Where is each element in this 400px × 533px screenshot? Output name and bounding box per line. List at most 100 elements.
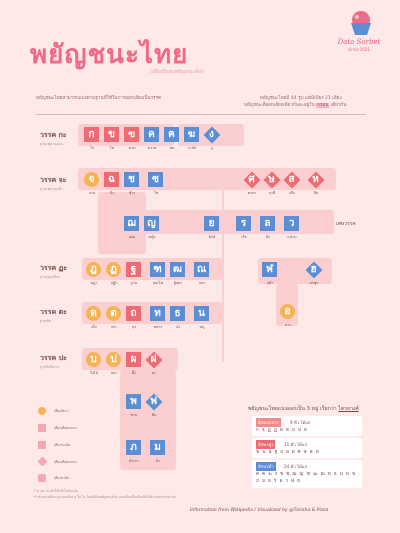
info-highlight: กรอบ xyxy=(316,103,330,108)
legend-text: เสียงจัตวา xyxy=(54,409,69,413)
letter-tile: ค xyxy=(144,127,159,142)
classes-title-b: ไตรยางศ์ xyxy=(338,406,359,412)
row-sub-da: ฐานปุ่มเหงือก xyxy=(40,275,61,279)
circle-shape-icon xyxy=(38,407,46,415)
letter-tile: ท xyxy=(150,306,165,321)
letter-caption: หญิง xyxy=(148,235,156,239)
letter-caption: ควาย xyxy=(147,146,157,150)
letter-caption: เสือ xyxy=(289,191,295,195)
class-tag-mid: อักษรกลาง xyxy=(256,418,281,427)
row-sub-ka: ฐานเพดานอ่อน xyxy=(40,142,64,146)
letter-tile: ฑ xyxy=(150,262,165,277)
letter-caption: แหวน xyxy=(287,235,297,239)
class-letters-high: ข ฃ ฉ ฐ ถ ผ ฝ ศ ษ ส ห xyxy=(256,450,320,455)
letter-caption: ชฎา xyxy=(90,281,98,285)
letter-tile: ณ xyxy=(194,262,209,277)
row-label-ja: วรรค จะ xyxy=(40,176,67,184)
letter-caption: ยักษ์ xyxy=(208,235,216,239)
letter-tile: ฌ xyxy=(124,216,139,231)
band-pa-vertical xyxy=(120,370,176,470)
connector-line xyxy=(222,190,224,362)
letter-caption: ปฏัก xyxy=(110,281,118,285)
letter-caption: ใบไม้ xyxy=(89,371,99,375)
letter-tile: ฟ xyxy=(145,393,162,410)
row-label-da: วรรค ฏะ xyxy=(40,264,68,272)
double-square-icon xyxy=(38,424,46,432)
letter-tile: ข xyxy=(104,127,119,142)
letter-tile: ฉ xyxy=(104,172,119,187)
class-count-low: 24 ตัว ได้แก่ xyxy=(284,464,308,469)
letter-caption: เรือ xyxy=(241,235,247,239)
letter-caption: ลิง xyxy=(266,235,270,239)
info-line-1: พยัญชนะไทยมี 44 รูป แต่มีเพียง 21 เสียง xyxy=(260,96,342,101)
class-letters-mid: ก จ ฎ ฏ ด ต บ ป อ xyxy=(256,428,308,433)
class-tag-high: อักษรสูง xyxy=(256,440,276,449)
letter-caption: ฟัน xyxy=(151,413,157,417)
class-count-high: 11 ตัว ได้แก่ xyxy=(284,442,308,447)
letter-caption: พาน xyxy=(130,413,138,417)
letter-caption: ผึ้ง xyxy=(132,371,136,375)
letter-tile: ฏ xyxy=(106,262,121,277)
class-count-mid: 9 ตัว ได้แก่ xyxy=(290,420,311,425)
credit-line: Information from Wikipedia / Visualized … xyxy=(190,508,329,513)
letter-caption: จาน xyxy=(88,191,96,195)
row-label-ta: วรรค ตะ xyxy=(40,308,67,316)
letter-tile: ฐ xyxy=(126,262,141,277)
letter-tile: ษ xyxy=(263,171,280,188)
letter-tile: ฝ xyxy=(145,351,162,368)
legend-text: เสียงนาสิก xyxy=(54,476,70,480)
letter-tile: ล xyxy=(260,216,275,231)
letter-caption: ผู้เฒ่า xyxy=(173,281,183,285)
letter-caption: ระฆัง xyxy=(187,146,197,150)
square-shape-icon xyxy=(38,441,46,449)
classes-title-a: พยัญชนะไทยแบ่งออกเป็น 3 หมู่ เรียกว่า xyxy=(248,406,337,412)
letter-caption: ไก่ xyxy=(90,146,94,150)
letter-tile: ฃ xyxy=(124,127,139,142)
letter-tile: พ xyxy=(126,394,141,409)
letter-tile: ฮ xyxy=(305,261,322,278)
logo-since: since 2021 xyxy=(348,47,370,52)
letter-tile: อ xyxy=(280,304,295,319)
letter-tile: ฒ xyxy=(170,262,185,277)
row-label-pa: วรรค ปะ xyxy=(40,354,67,362)
class-letters-low: ค ฅ ฆ ง ช ซ ฌ ญ ฑ ฒ ณ ท ธ น พ ฟ ภ ม ย ร … xyxy=(256,472,357,484)
rounded-square-icon xyxy=(38,474,46,482)
letter-caption: งู xyxy=(211,146,213,150)
page-subtitle: (เสียงบีบลมพยัญชนะต้น) xyxy=(150,69,204,75)
row-sub-ta: ฐานฟัน xyxy=(40,319,52,323)
letter-caption: คน xyxy=(169,146,175,150)
letter-caption: ฝา xyxy=(151,371,157,375)
footnote-1: * ฃ และ ฅ เลิกใช้แล้วในปัจจุบัน xyxy=(34,489,78,493)
letter-caption: เฌอ xyxy=(128,235,136,239)
divider xyxy=(36,114,366,115)
class-box-high xyxy=(252,438,362,458)
legend-text: เสียงเสียดแทรก xyxy=(54,460,77,464)
letter-tile: ฅ xyxy=(164,127,179,142)
letter-tile: ฆ xyxy=(184,127,199,142)
letter-caption: จุฬา xyxy=(266,281,274,285)
letter-caption: ทหาร xyxy=(153,325,163,329)
letter-tile: ห xyxy=(307,171,324,188)
letter-caption: เณร xyxy=(198,281,206,285)
letter-caption: ฉิ่ง xyxy=(109,191,115,195)
letter-tile: ว xyxy=(284,216,299,231)
letter-tile: ผ xyxy=(126,352,141,367)
row-label-ka: วรรค กะ xyxy=(40,131,67,139)
letter-tile: ส xyxy=(283,171,300,188)
letter-tile: ซ xyxy=(148,172,163,187)
diamond-shape-icon xyxy=(37,456,48,467)
letter-tile: ก xyxy=(84,127,99,142)
letter-caption: ฤาษี xyxy=(268,191,276,195)
letter-tile: ด xyxy=(86,306,101,321)
letter-caption: ขวด xyxy=(128,146,136,150)
classes-title: พยัญชนะไทยแบ่งออกเป็น 3 หมู่ เรียกว่า ไต… xyxy=(248,405,359,413)
letter-tile: ช xyxy=(124,172,139,187)
sorbet-cup-icon xyxy=(351,11,371,35)
info-line-2: พยัญชนะที่ออกเสียงเดียวกันจะอยู่ใน กรอบ … xyxy=(244,102,346,109)
letter-tile: ย xyxy=(204,216,219,231)
desha-label: เศษวรรค xyxy=(336,221,356,227)
letter-caption: ไข่ xyxy=(109,146,115,150)
letter-caption: ช้าง xyxy=(128,191,136,195)
logo-name: Data Sorbet xyxy=(337,38,381,46)
row-sub-pa: ฐานริมฝีปาก xyxy=(40,365,59,369)
